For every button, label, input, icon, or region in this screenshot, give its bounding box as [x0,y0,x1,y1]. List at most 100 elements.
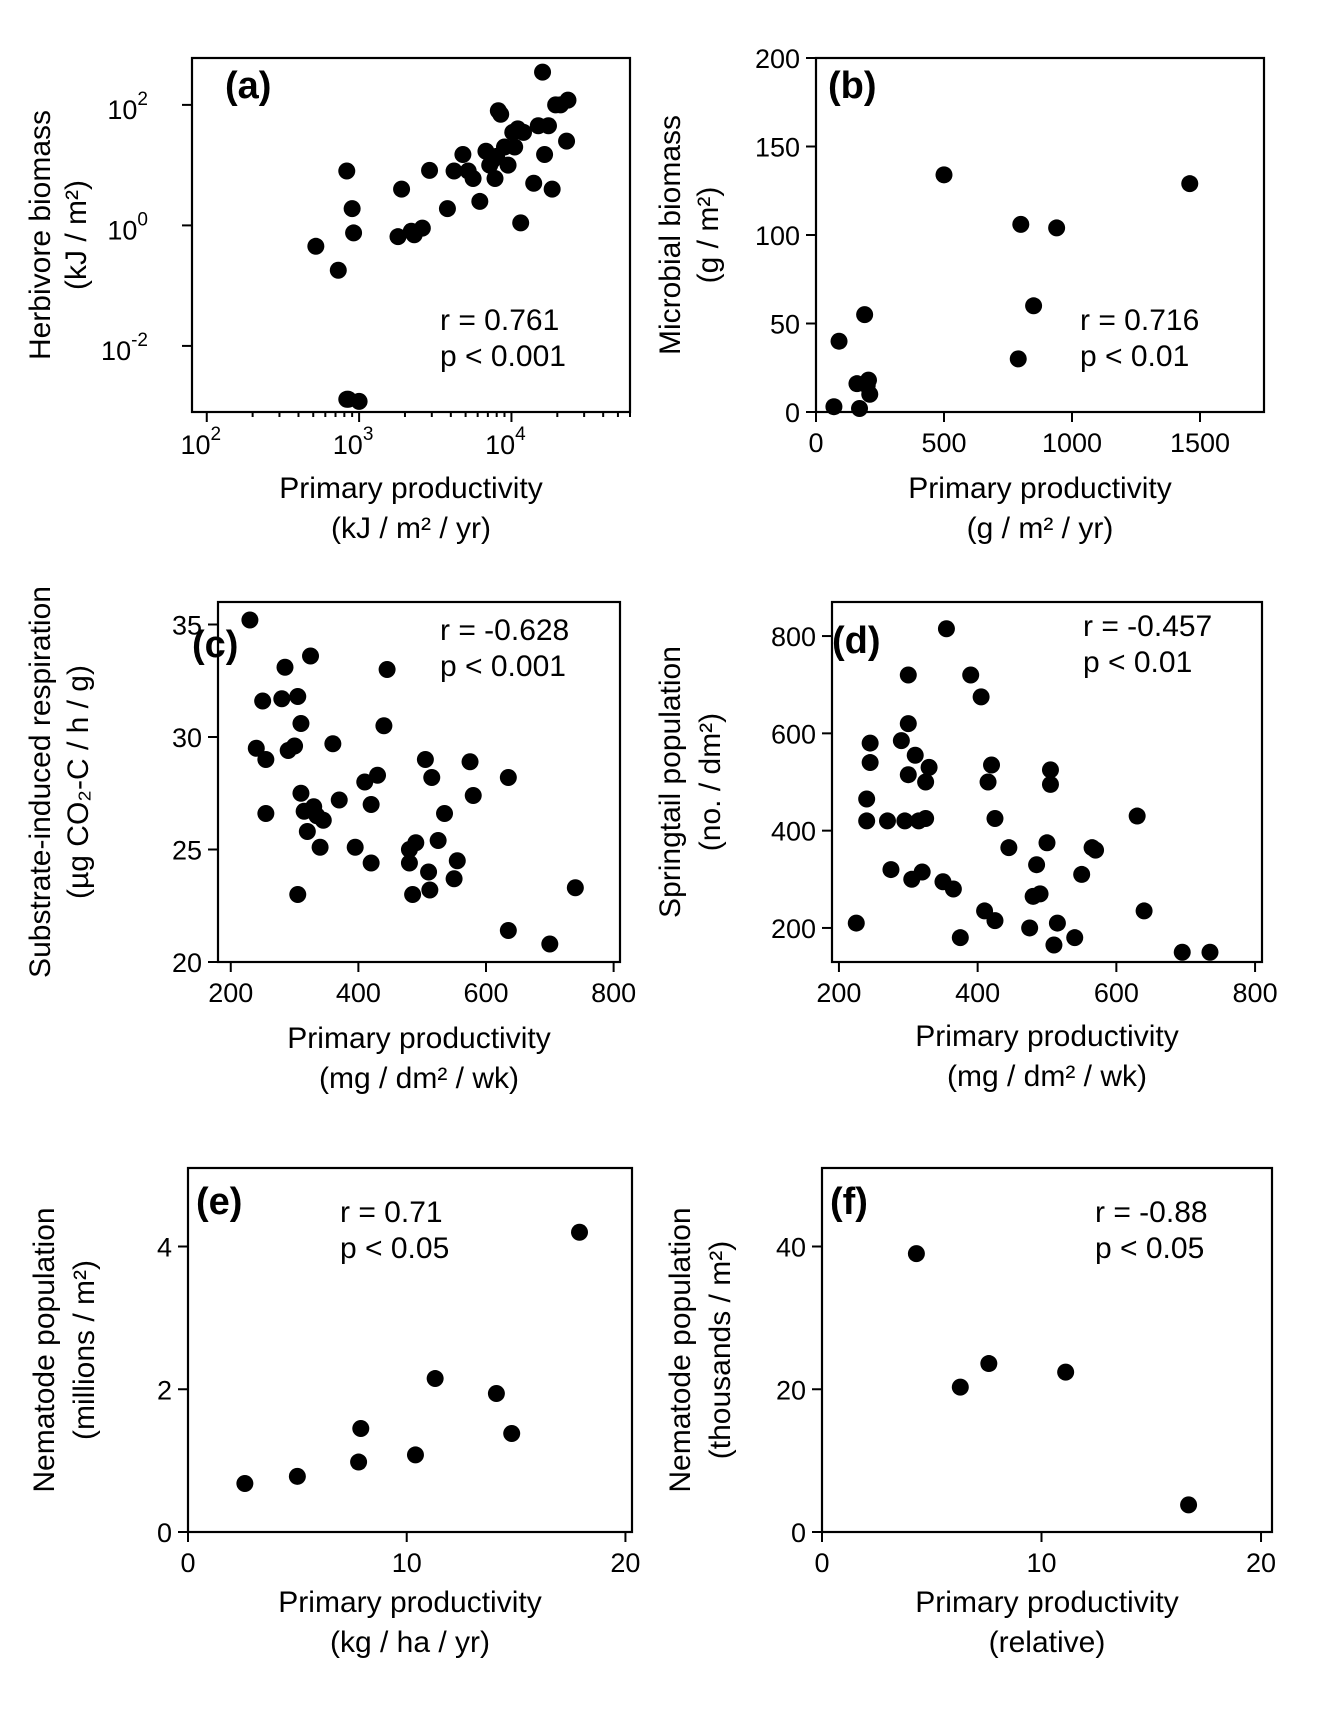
y-tick-label: 2 [157,1375,172,1405]
data-point [420,863,438,881]
stat-text: r = 0.716 [1080,304,1199,337]
y-tick-label: 102 [107,89,148,125]
y-tick-label: 0 [157,1518,172,1548]
data-point [350,392,368,410]
data-point [1048,914,1066,932]
data-point [882,861,900,879]
data-point [499,769,517,786]
y-tick-label: 30 [172,723,202,753]
y-axis-unit: (no. / dm²) [694,713,727,851]
data-point [1012,215,1030,233]
data-point [289,886,307,903]
data-point [499,156,517,174]
data-point [346,838,364,856]
x-tick-label: 600 [463,978,508,1008]
x-axis-unit: (g / m² / yr) [967,512,1114,545]
data-point [899,666,917,684]
panel-label: (c) [192,624,238,666]
y-axis-title: Microbial biomass [654,115,687,355]
x-axis-title: Primary productivity [278,1586,541,1619]
data-point [292,715,310,732]
y-axis-title: Nematode population [664,1207,697,1492]
x-tick-label: 20 [1246,1548,1276,1578]
data-point [1173,943,1191,961]
y-axis-unit: (kJ / m²) [60,180,93,290]
panel-label: (e) [196,1181,242,1223]
data-point [423,769,441,786]
data-point [324,735,342,753]
data-point [534,63,552,81]
data-point [830,332,848,350]
panel-c: 200 400 600 800 20 25 30 35 Primary productivity… [24,586,636,1095]
panel-a: 102 103 104 10-2 100 102 Primary productivity (… [24,56,632,545]
data-point [861,734,879,752]
stat-text: p < 0.001 [440,650,566,683]
data-point [986,912,1004,930]
data-point [917,773,935,791]
data-point [899,715,917,733]
data-point [1073,865,1091,883]
data-point [558,132,576,150]
data-point [503,1425,521,1443]
panel-b: 0 500 1000 1500 0 50 100 150 200 Primary producti… [654,44,1266,545]
data-point [1066,929,1084,947]
data-point [298,823,316,840]
panel-label: (b) [828,65,877,107]
x-axis-title: Primary productivity [279,472,542,505]
x-axis-unit: (mg / dm² / wk) [947,1060,1147,1093]
data-point [345,224,363,242]
x-tick-exponent: 3 [363,424,374,445]
x-axis-title: Primary productivity [908,472,1171,505]
data-point [429,832,447,849]
data-point [241,611,259,629]
data-point [1181,175,1199,193]
y-tick-exponent: 2 [137,89,148,110]
y-tick-label: 200 [755,44,800,74]
data-point [421,881,439,899]
y-tick-label: 25 [172,836,202,866]
data-point [1201,943,1219,961]
data-point [1041,761,1059,779]
data-point [343,200,361,218]
x-axis-unit: (relative) [989,1626,1106,1659]
stat-text: r = -0.628 [440,614,569,647]
y-axis-title: Herbivore biomass [24,110,57,360]
data-point [413,219,431,237]
data-point [858,790,876,808]
data-point [937,620,955,638]
data-point [464,170,482,188]
data-point [486,170,504,188]
stat-text: p < 0.01 [1083,646,1192,679]
plot-frame [820,1166,1274,1534]
data-point [972,688,990,706]
data-point [1135,902,1153,920]
data-point [471,192,489,210]
x-axis-title: Primary productivity [915,1586,1178,1619]
data-point [861,385,879,403]
data-point [426,1370,444,1388]
x-tick-label: 10 [392,1548,422,1578]
data-point [254,692,272,710]
y-tick-label: 35 [172,611,202,641]
y-tick-label: 20 [776,1375,806,1405]
data-point [878,812,896,830]
stat-text: p < 0.05 [1095,1232,1204,1265]
data-point [539,117,557,135]
data-point [944,880,962,898]
data-point [512,214,530,232]
data-point [407,834,425,852]
data-point [286,737,304,755]
y-axis-title: Substrate-induced respiration [24,586,57,978]
y-axis-unit: (µg CO₂-C / h / g) [62,665,95,899]
data-point [307,237,325,255]
y-tick-exponent: 0 [137,209,148,230]
data-point [847,914,865,932]
data-point [1041,775,1059,793]
data-point [1000,839,1018,857]
data-point [448,852,466,870]
data-point [899,766,917,784]
stat-text: r = -0.457 [1083,610,1212,643]
data-point [1087,841,1105,859]
data-point [378,661,396,678]
